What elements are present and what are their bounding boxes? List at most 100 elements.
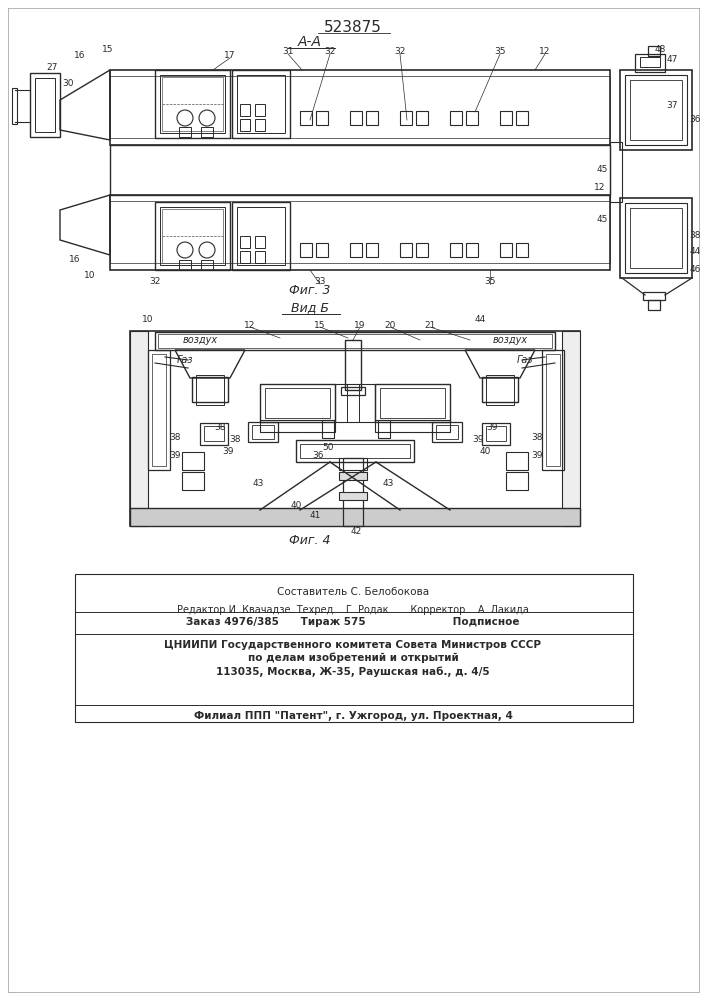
Bar [232,202,290,270]
Text: Газ: Газ [177,355,193,365]
Text: 40: 40 [479,448,491,456]
Bar [316,111,328,125]
Bar [300,111,312,125]
Bar [542,350,564,470]
Bar [130,331,580,526]
Bar [375,420,450,432]
Bar [255,251,265,263]
Text: 44: 44 [689,247,701,256]
Bar [350,111,362,125]
Bar [630,80,682,140]
Text: А-А: А-А [298,35,322,49]
Text: 10: 10 [142,316,153,324]
Bar [158,334,552,348]
Bar [640,57,660,67]
Bar [152,354,166,466]
Bar [620,198,692,278]
Bar [378,420,390,438]
Text: 19: 19 [354,320,366,330]
Text: 38: 38 [214,424,226,432]
Bar [482,423,510,445]
Text: 43: 43 [382,480,394,488]
Bar [110,76,610,138]
Bar [35,78,55,132]
Bar [300,243,312,257]
Bar [450,111,462,125]
Bar [416,111,428,125]
Bar [155,70,230,138]
Bar [75,574,633,722]
Bar [255,104,265,116]
Text: 21: 21 [424,320,436,330]
Bar [345,340,361,390]
Bar [237,75,285,133]
Text: 38: 38 [689,231,701,239]
Bar [155,332,555,350]
Bar [237,207,285,265]
Bar [260,420,335,432]
Bar [260,384,335,422]
Bar [252,425,274,439]
Bar [148,350,170,470]
Bar [366,243,378,257]
Text: 39: 39 [531,452,543,460]
Bar [506,472,528,490]
Text: Фиг. 4: Фиг. 4 [289,534,331,546]
Text: 32: 32 [395,47,406,56]
Bar [240,236,250,248]
Text: Газ: Газ [517,355,533,365]
Bar [648,300,660,310]
Text: 38: 38 [229,436,241,444]
Bar [255,119,265,131]
Bar [110,70,610,145]
Bar [160,207,225,265]
Bar [630,208,682,268]
Bar [432,422,462,442]
Text: 47: 47 [666,55,678,64]
Bar [339,472,367,480]
Text: 35: 35 [484,277,496,286]
Text: 16: 16 [74,51,86,60]
Text: 46: 46 [689,265,701,274]
Text: 45: 45 [596,165,608,174]
Bar [240,251,250,263]
Bar [436,425,458,439]
Text: Редактор И. Квачадзе  Техред    Г. Родак       Корректор    А. Лакида: Редактор И. Квачадзе Техред Г. Родак Кор… [177,605,529,615]
Bar [160,75,225,133]
Bar [162,209,223,263]
Text: ЦНИИПИ Государственного комитета Совета Министров СССР: ЦНИИПИ Государственного комитета Совета … [165,640,542,650]
Text: 39: 39 [486,424,498,432]
Text: 41: 41 [310,512,321,520]
Bar [466,243,478,257]
Text: 37: 37 [666,101,678,109]
Bar [232,70,290,138]
Text: 42: 42 [351,528,361,536]
Bar [450,243,462,257]
Bar [204,426,224,441]
Bar [182,472,204,490]
Text: 43: 43 [252,480,264,488]
Text: 15: 15 [314,320,326,330]
Text: воздух: воздух [493,335,527,345]
Bar [350,243,362,257]
Bar [192,377,228,402]
Text: 45: 45 [596,216,608,225]
Bar [339,492,367,500]
Bar [300,444,410,458]
Bar [179,127,191,137]
Bar [155,202,230,270]
Bar [248,422,278,442]
Bar [562,331,580,526]
Text: 10: 10 [84,271,95,280]
Bar [516,243,528,257]
Text: Вид Б: Вид Б [291,302,329,314]
Bar [339,458,367,470]
Bar [162,77,223,131]
Text: Фиг. 3: Фиг. 3 [289,284,331,296]
Text: 36: 36 [312,452,324,460]
Bar [506,452,528,470]
Bar [322,420,334,438]
Text: 31: 31 [282,47,293,56]
Bar [625,75,687,145]
Bar [12,88,17,124]
